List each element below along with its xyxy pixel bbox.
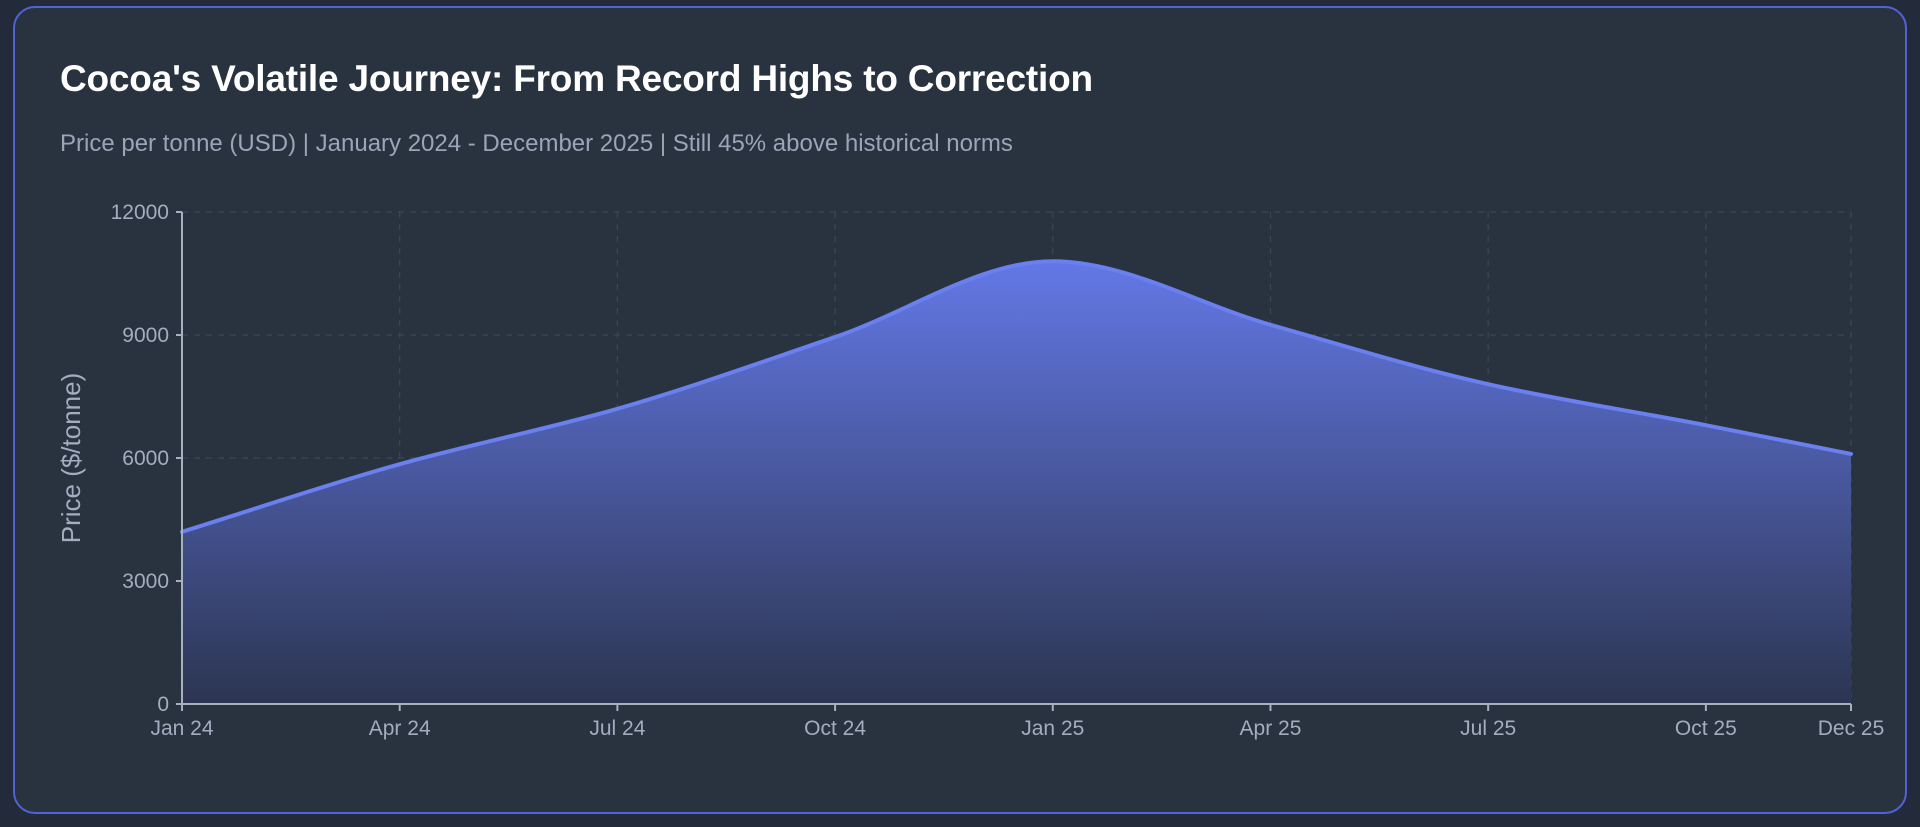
axes [176, 211, 1852, 711]
x-tick-label: Oct 25 [1675, 717, 1737, 740]
y-tick-label: 9000 [122, 324, 169, 347]
series-line [180, 259, 1853, 534]
x-tick-label: Apr 25 [1240, 717, 1302, 740]
y-tick-label: 0 [157, 693, 169, 716]
y-axis-title: Price ($/tonne) [56, 373, 86, 544]
chart-subtitle: Price per tonne (USD) | January 2024 - D… [60, 130, 1013, 157]
x-tick-label: Jan 25 [1021, 717, 1084, 740]
tick-labels: 0 3000 6000 9000 12000 Jan 24 Apr 24 Jul 24 Oct … [111, 201, 1885, 740]
y-tick-label: 12000 [111, 201, 169, 224]
area-fill [182, 261, 1851, 704]
x-tick-label: Oct 24 [804, 717, 866, 740]
x-tick-label: Dec 25 [1818, 717, 1885, 740]
x-tick-label: Jul 25 [1460, 717, 1516, 740]
chart-title: Cocoa's Volatile Journey: From Record Hi… [60, 58, 1093, 99]
y-tick-label: 3000 [122, 570, 169, 593]
x-tick-label: Apr 24 [369, 717, 431, 740]
x-tick-label: Jul 24 [589, 717, 645, 740]
y-tick-label: 6000 [122, 447, 169, 470]
series-area [180, 259, 1853, 704]
x-tick-label: Jan 24 [150, 717, 213, 740]
